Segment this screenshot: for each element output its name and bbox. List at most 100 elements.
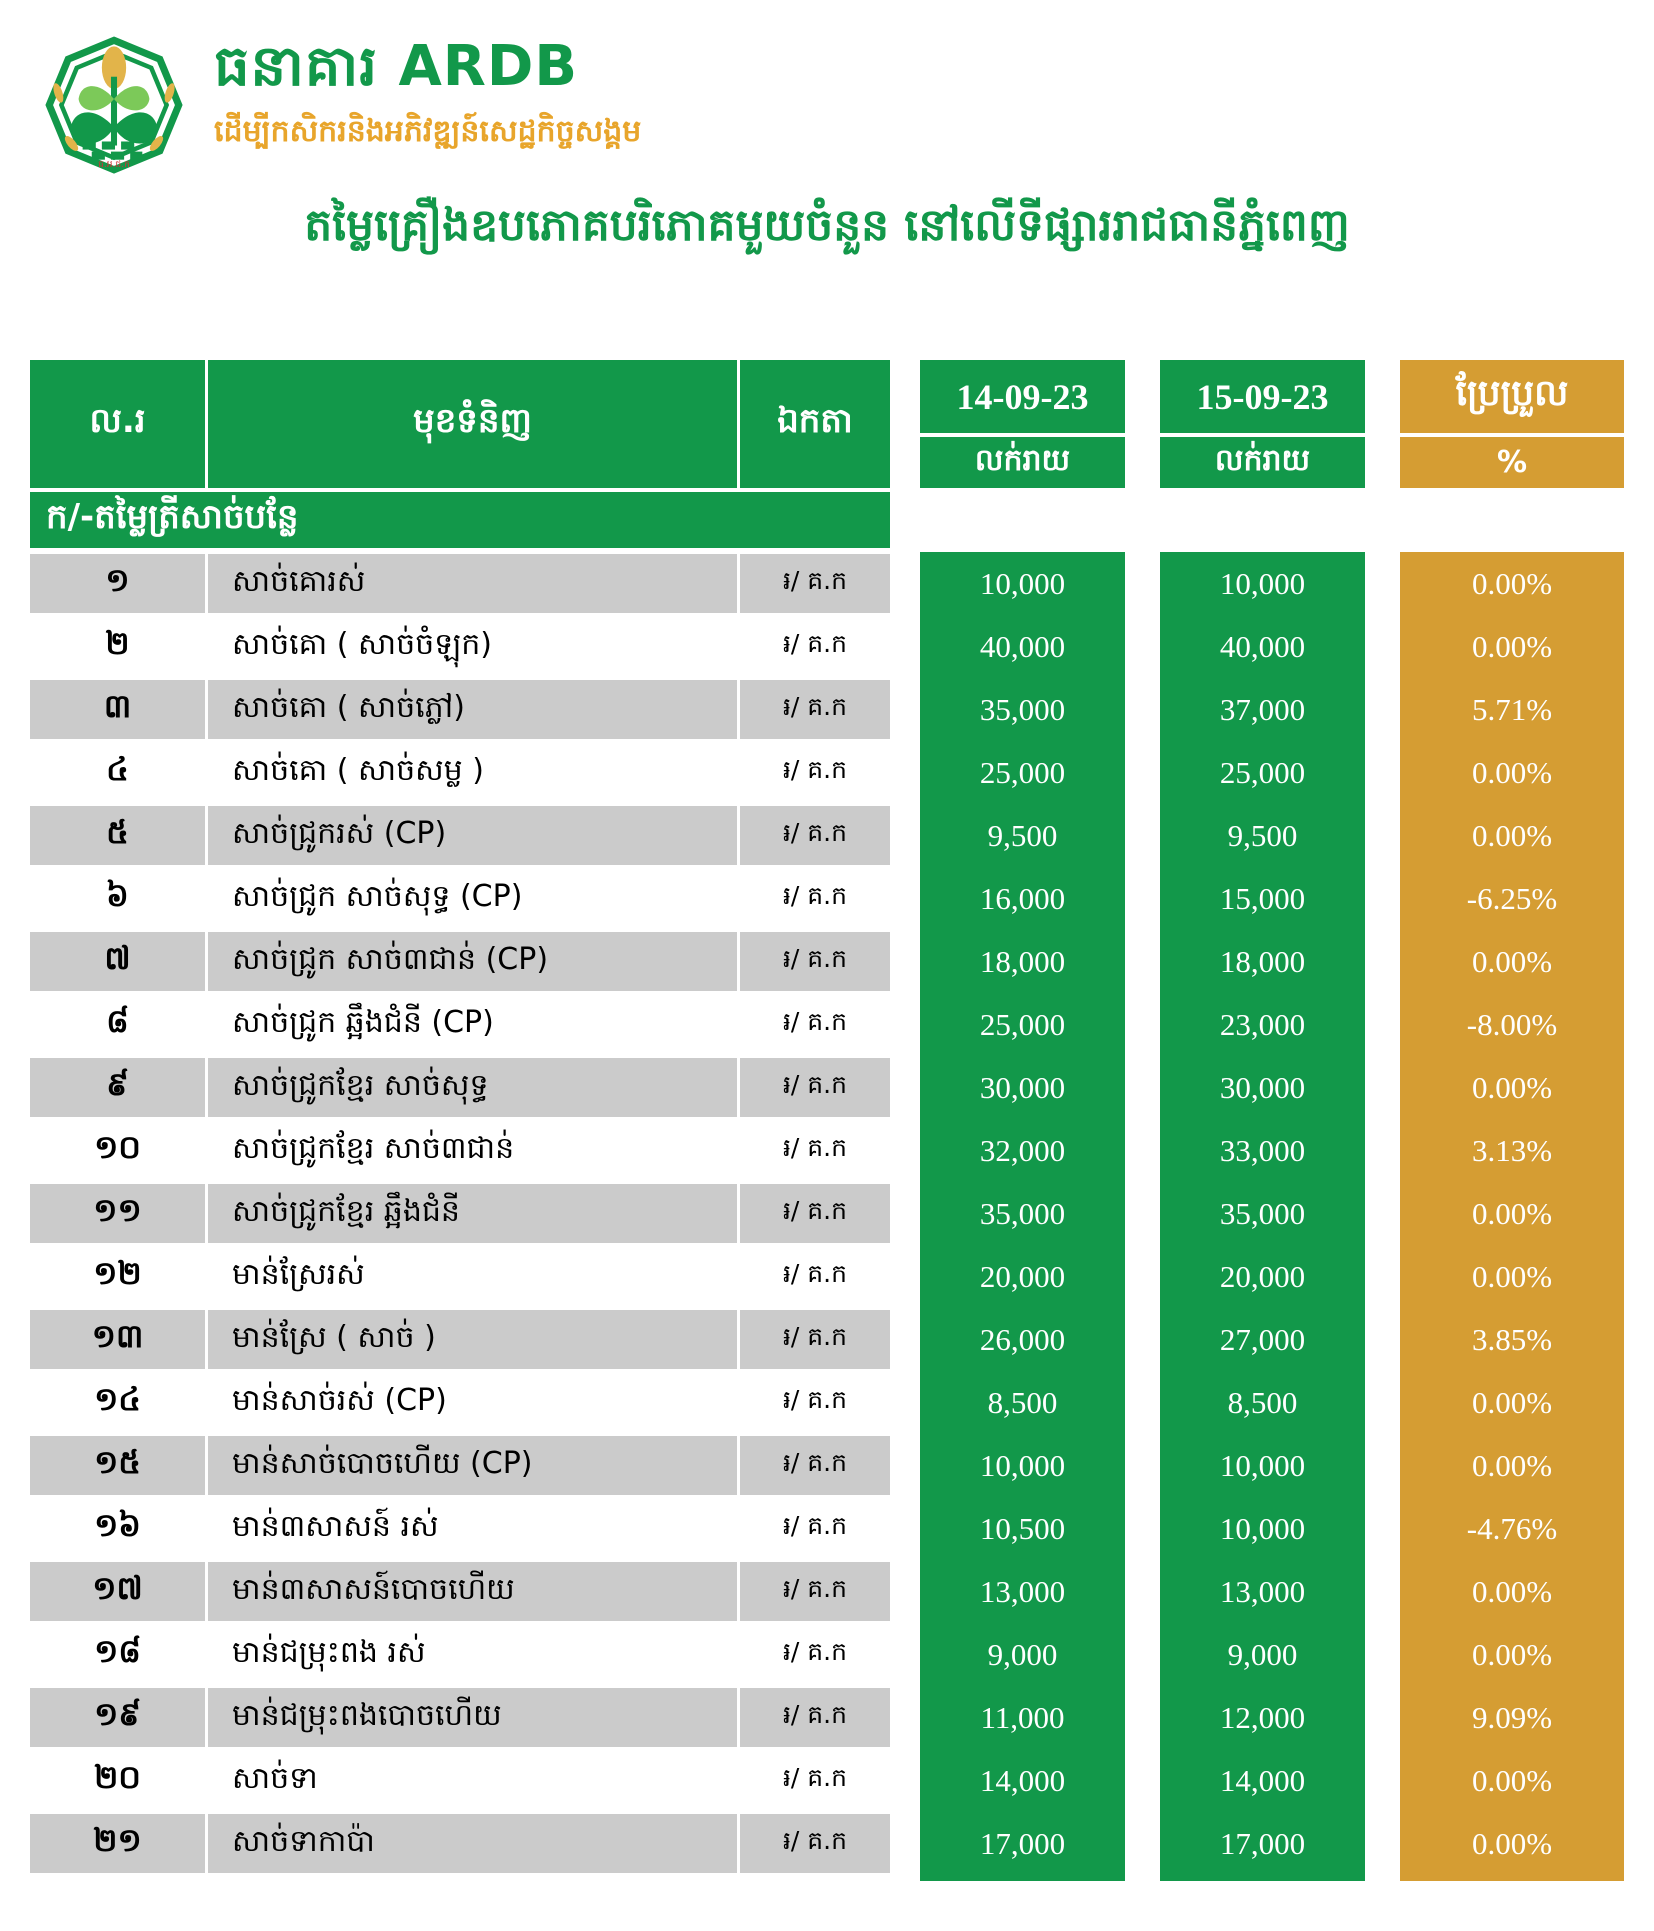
row-item-name: សាច់គោ ( សាច់ភ្លៅ)	[208, 680, 737, 739]
price-date2: 17,000	[1219, 1825, 1306, 1861]
row-number: ៦	[30, 869, 205, 928]
price-date2: 40,000	[1219, 628, 1306, 664]
bank-name: ធនាគារ ARDB	[214, 34, 579, 99]
price-date1: 35,000	[979, 1195, 1066, 1231]
row-item-name: មាន់ស្រែ ( សាច់ )	[208, 1310, 737, 1369]
section-header: ក/-តម្លៃត្រីសាច់បន្លែ	[30, 492, 890, 548]
row-unit: ៛/ គ.ក	[740, 1184, 890, 1243]
price-date2: 10,000	[1219, 1447, 1306, 1483]
change-percent: 0.00%	[1471, 1762, 1553, 1798]
row-number: ៨	[30, 995, 205, 1054]
price-date1: 40,000	[979, 628, 1066, 664]
date1-label: 14-09-23	[920, 360, 1125, 433]
price-date1: 32,000	[979, 1132, 1066, 1168]
change-percent: 0.00%	[1471, 817, 1553, 853]
row-unit: ៛/ គ.ក	[740, 1625, 890, 1684]
row-unit: ៛/ គ.ក	[740, 1373, 890, 1432]
row-item-name: មាន់សាច់រស់ (CP)	[208, 1373, 737, 1432]
row-unit: ៛/ គ.ក	[740, 1751, 890, 1810]
price-date2: 13,000	[1219, 1573, 1306, 1609]
price-date1: 10,000	[979, 565, 1066, 601]
row-item-name: សាច់គោរស់	[208, 554, 737, 613]
row-unit: ៛/ គ.ក	[740, 806, 890, 865]
change-percent: 9.09%	[1471, 1699, 1553, 1735]
price-date1: 10,500	[979, 1510, 1066, 1546]
row-unit: ៛/ គ.ក	[740, 1436, 890, 1495]
price-date1: 17,000	[979, 1825, 1066, 1861]
retail2-label: លក់រាយ	[1160, 437, 1365, 488]
retail1-label: លក់រាយ	[920, 437, 1125, 488]
bank-tagline: ដើម្បីកសិករនិងអភិវឌ្ឍន៍សេដ្ឋកិច្ចសង្គម	[214, 113, 642, 149]
price-date2: 10,000	[1219, 1510, 1306, 1546]
row-number: ១៦	[30, 1499, 205, 1558]
price-date2: 33,000	[1219, 1132, 1306, 1168]
row-item-name: សាច់ជ្រូករស់ (CP)	[208, 806, 737, 865]
row-item-name: មាន់ជម្រុះពងបោចហើយ	[208, 1688, 737, 1747]
price-date2: 20,000	[1219, 1258, 1306, 1294]
price-column-date2: 10,000 40,000 37,000 25,000 9,500 15,000 18,00…	[1160, 552, 1365, 1881]
change-percent: 3.13%	[1471, 1132, 1553, 1168]
price-column-date1: 10,000 40,000 35,000 25,000 9,500 16,000 18,00…	[920, 552, 1125, 1881]
column-header-unit: ឯកតា	[740, 360, 890, 488]
row-item-name: សាច់ជ្រូក សាច់៣ជាន់ (CP)	[208, 932, 737, 991]
price-date2: 15,000	[1219, 880, 1306, 916]
price-date2: 12,000	[1219, 1699, 1306, 1735]
price-date2: 18,000	[1219, 943, 1306, 979]
price-date2: 35,000	[1219, 1195, 1306, 1231]
row-item-name: សាច់គោ ( សាច់ចំឡុក)	[208, 617, 737, 676]
change-percent: 5.71%	[1471, 691, 1553, 727]
price-date1: 30,000	[979, 1069, 1066, 1105]
change-label: ប្រែប្រួល	[1400, 360, 1624, 433]
change-percent: 0.00%	[1471, 1069, 1553, 1105]
date2-label: 15-09-23	[1160, 360, 1365, 433]
price-date1: 8,500	[987, 1384, 1058, 1420]
row-number: ៧	[30, 932, 205, 991]
price-date1: 18,000	[979, 943, 1066, 979]
change-percent: 0.00%	[1471, 1825, 1553, 1861]
row-unit: ៛/ គ.ក	[740, 743, 890, 802]
price-date1: 16,000	[979, 880, 1066, 916]
row-number: ១៥	[30, 1436, 205, 1495]
row-unit: ៛/ គ.ក	[740, 1814, 890, 1873]
price-date2: 30,000	[1219, 1069, 1306, 1105]
change-percent: 0.00%	[1471, 1636, 1553, 1672]
change-percent: 0.00%	[1471, 565, 1553, 601]
row-number: ១៧	[30, 1562, 205, 1621]
row-item-name: មាន់៣សាសន៍បោចហើយ	[208, 1562, 737, 1621]
change-percent: 0.00%	[1471, 1258, 1553, 1294]
row-item-name: សាច់ជ្រូកខ្មែរ សាច់៣ជាន់	[208, 1121, 737, 1180]
row-item-name: សាច់ជ្រូក សាច់សុទ្ធ (CP)	[208, 869, 737, 928]
brand-header: ធ.អ.ជ.ក ធនាគារ ARDB ដើម្បីកសិករនិងអភិវឌ្…	[28, 14, 641, 186]
row-unit: ៛/ គ.ក	[740, 932, 890, 991]
price-date2: 10,000	[1219, 565, 1306, 601]
row-number: ១០	[30, 1121, 205, 1180]
row-unit: ៛/ គ.ក	[740, 554, 890, 613]
column-header-date2: 15-09-23 លក់រាយ	[1160, 360, 1365, 488]
price-date2: 23,000	[1219, 1006, 1306, 1042]
row-number: ១៤	[30, 1373, 205, 1432]
price-date2: 9,000	[1227, 1636, 1298, 1672]
ardb-logo-icon: ធ.អ.ជ.ក	[45, 36, 183, 174]
percent-label: %	[1400, 437, 1624, 488]
change-percent: 0.00%	[1471, 754, 1553, 790]
row-item-name: មាន់ជម្រុះពង រស់	[208, 1625, 737, 1684]
change-percent: 0.00%	[1471, 1573, 1553, 1609]
row-unit: ៛/ គ.ក	[740, 1247, 890, 1306]
row-number: ១២	[30, 1247, 205, 1306]
row-unit: ៛/ គ.ក	[740, 1688, 890, 1747]
change-percent: 0.00%	[1471, 628, 1553, 664]
row-number: ២០	[30, 1751, 205, 1810]
change-column: 0.00% 0.00% 5.71% 0.00% 0.00% -6.25% 0.00% -8.0…	[1400, 552, 1624, 1881]
row-number: ២១	[30, 1814, 205, 1873]
price-date1: 35,000	[979, 691, 1066, 727]
row-number: ៩	[30, 1058, 205, 1117]
column-header-no: ល.រ	[30, 360, 205, 488]
row-unit: ៛/ គ.ក	[740, 1562, 890, 1621]
row-item-name: មាន់៣សាសន៍ រស់	[208, 1499, 737, 1558]
row-number: ១៨	[30, 1625, 205, 1684]
change-percent: 3.85%	[1471, 1321, 1553, 1357]
row-unit: ៛/ គ.ក	[740, 1058, 890, 1117]
row-unit: ៛/ គ.ក	[740, 869, 890, 928]
row-item-name: សាច់ជ្រូក ឆ្អឹងជំនី (CP)	[208, 995, 737, 1054]
row-unit: ៛/ គ.ក	[740, 680, 890, 739]
